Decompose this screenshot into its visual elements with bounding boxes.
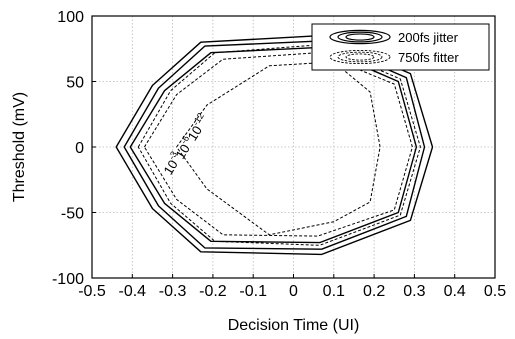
ticks: -0.5 -0.4 -0.3 -0.2 -0.1 0 0.1 0.2 0.3 0.4 0.5 100 5… — [52, 9, 506, 300]
y-tick-label: -50 — [61, 206, 84, 223]
y-tick-label: 0 — [75, 140, 84, 157]
x-tick-label: -0.2 — [199, 283, 227, 300]
y-tick-label: 50 — [66, 75, 84, 92]
legend: 200fs jitter 750fs fitter — [311, 23, 490, 71]
x-tick-label: 0 — [289, 283, 298, 300]
legend-swatch-solid — [329, 29, 391, 45]
contour-line-dashed-6 — [176, 61, 381, 236]
x-tick-label: -0.5 — [78, 283, 106, 300]
contour-line-solid-2 — [123, 40, 426, 250]
legend-swatch-dashed — [329, 49, 391, 65]
x-tick-label: 0.5 — [484, 283, 506, 300]
y-axis-label: Threshold (mV) — [11, 92, 28, 202]
x-axis-label: Decision Time (UI) — [228, 317, 360, 334]
legend-swatch-dashed — [345, 53, 375, 61]
x-tick-label: -0.1 — [239, 283, 267, 300]
y-tick-label: -100 — [52, 271, 84, 288]
x-tick-label: -0.3 — [159, 283, 187, 300]
legend-label: 750fs fitter — [398, 50, 459, 65]
contour-line-solid-3 — [129, 46, 418, 244]
x-tick-label: -0.4 — [119, 283, 147, 300]
series-group — [115, 34, 434, 256]
x-tick-label: 0.2 — [363, 283, 385, 300]
y-tick-label: 100 — [57, 9, 84, 26]
legend-swatch-solid — [345, 33, 375, 41]
legend-label: 200fs jitter — [398, 30, 459, 45]
annotations: 10-310-610-12 — [160, 111, 206, 177]
legend-swatch-solid — [337, 31, 383, 43]
legend-swatch-dashed — [337, 51, 383, 63]
contour-line-solid-1 — [115, 34, 434, 256]
x-tick-label: 0.4 — [444, 283, 466, 300]
x-tick-label: 0.1 — [323, 283, 345, 300]
contour-line-dashed-5 — [143, 52, 413, 237]
x-tick-label: 0.3 — [403, 283, 425, 300]
contour-line-dashed-4 — [137, 44, 421, 246]
